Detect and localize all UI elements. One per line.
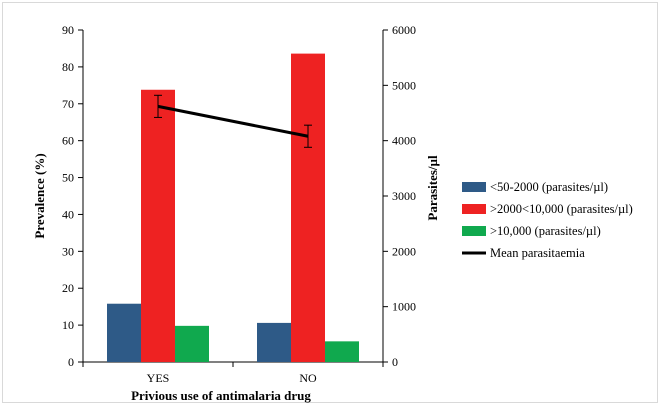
y-tick-label: 40 xyxy=(62,207,74,221)
bar xyxy=(257,322,291,362)
legend-swatch xyxy=(462,182,486,192)
y-tick-label: 10 xyxy=(62,318,74,332)
y-tick-label: 80 xyxy=(62,60,74,74)
y-tick-label: 50 xyxy=(62,171,74,185)
y2-tick-label: 5000 xyxy=(392,78,416,92)
y-tick-label: 20 xyxy=(62,281,74,295)
y2-tick-label: 6000 xyxy=(392,23,416,37)
bar xyxy=(325,341,359,362)
legend-label: >10,000 (parasites/µl) xyxy=(490,224,601,238)
y2-axis-title: Parasites/µl xyxy=(425,155,440,221)
y-axis-title: Prevalence (%) xyxy=(32,153,47,238)
legend-swatch xyxy=(462,226,486,236)
x-axis-title: Privious use of antimalaria drug xyxy=(131,388,311,403)
legend-label: <50-2000 (parasites/µl) xyxy=(490,180,608,194)
y2-tick-label: 3000 xyxy=(392,189,416,203)
y2-tick-label: 1000 xyxy=(392,300,416,314)
mean-parasitaemia-line xyxy=(157,104,309,138)
y-tick-label: 70 xyxy=(62,97,74,111)
y-tick-label: 30 xyxy=(62,244,74,258)
x-tick-label: NO xyxy=(299,371,317,385)
x-tick-label: YES xyxy=(147,371,170,385)
bar xyxy=(141,89,175,362)
legend-label: Mean parasitaemia xyxy=(490,246,585,260)
y2-tick-label: 0 xyxy=(392,355,398,369)
bar xyxy=(175,325,209,362)
y2-tick-label: 2000 xyxy=(392,244,416,258)
bar xyxy=(107,303,141,362)
y-tick-label: 60 xyxy=(62,134,74,148)
legend-swatch xyxy=(462,204,486,214)
bar xyxy=(291,53,325,363)
legend-label: >2000<10,000 (parasites/µl) xyxy=(490,202,633,216)
y-tick-label: 90 xyxy=(62,23,74,37)
y2-tick-label: 4000 xyxy=(392,134,416,148)
y-tick-label: 0 xyxy=(68,355,74,369)
